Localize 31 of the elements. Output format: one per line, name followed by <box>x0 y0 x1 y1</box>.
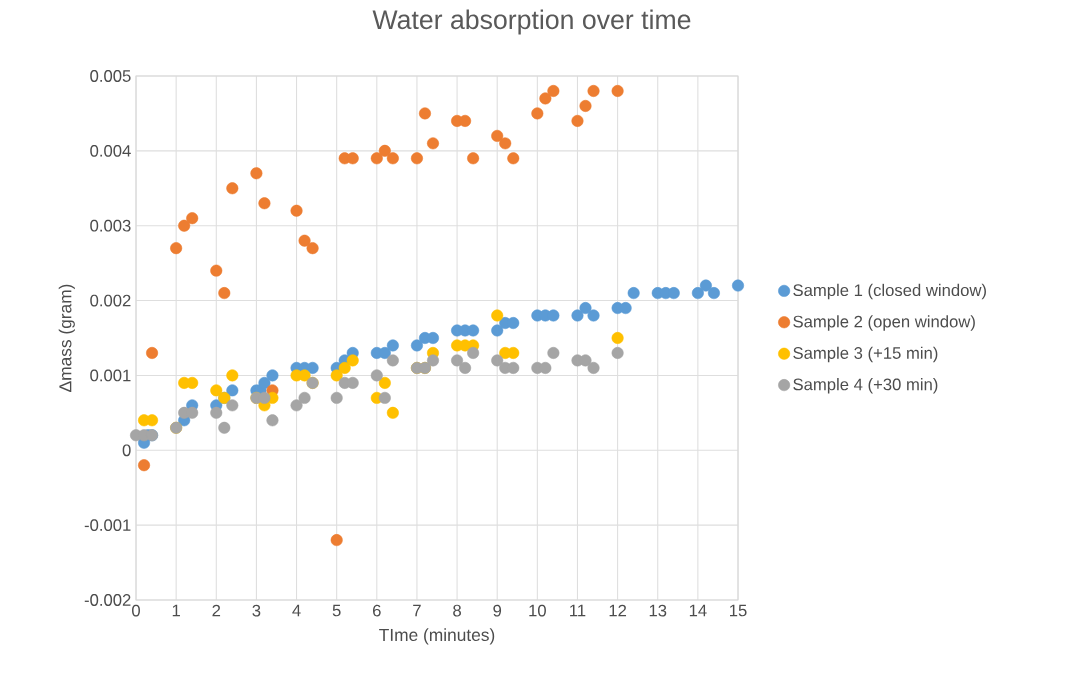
y-tick-label: 0.001 <box>90 369 131 382</box>
x-tick-label: 11 <box>570 604 586 617</box>
x-tick-label: 1 <box>172 604 180 617</box>
legend-label: Sample 4 (+30 min) <box>793 378 938 394</box>
x-tick-label: 13 <box>649 604 667 617</box>
x-tick-label: 0 <box>132 604 140 617</box>
x-tick-label: 2 <box>212 604 221 617</box>
y-tick-label: -0.001 <box>84 519 131 532</box>
x-tick-label: 10 <box>529 604 546 617</box>
x-tick-label: 12 <box>609 604 627 617</box>
y-tick-label: 0.003 <box>90 219 131 232</box>
x-tick-label: 14 <box>689 604 707 617</box>
x-tick-label: 4 <box>292 604 301 617</box>
legend-label: Sample 1 (closed window) <box>793 283 986 300</box>
x-tick-label: 8 <box>453 604 461 617</box>
x-tick-label: 6 <box>373 604 381 617</box>
chart-title: Water absorption over time <box>372 9 691 35</box>
x-tick-label: 15 <box>730 604 747 617</box>
legend-label: Sample 2 (open window) <box>793 315 975 331</box>
x-tick-label: 3 <box>252 604 261 617</box>
y-tick-label: 0.002 <box>90 294 131 307</box>
y-tick-label: 0 <box>122 444 131 457</box>
x-tick-label: 7 <box>413 604 421 617</box>
y-tick-label: -0.002 <box>84 594 131 606</box>
y-tick-label: 0.005 <box>90 70 131 82</box>
x-axis-title: TIme (minutes) <box>379 628 495 645</box>
x-tick-label: 9 <box>493 604 502 617</box>
y-axis-title: Δmass (gram) <box>58 284 75 392</box>
x-tick-label: 5 <box>332 604 341 617</box>
y-tick-label: 0.004 <box>90 144 131 157</box>
legend-label: Sample 3 (+15 min) <box>793 346 938 363</box>
